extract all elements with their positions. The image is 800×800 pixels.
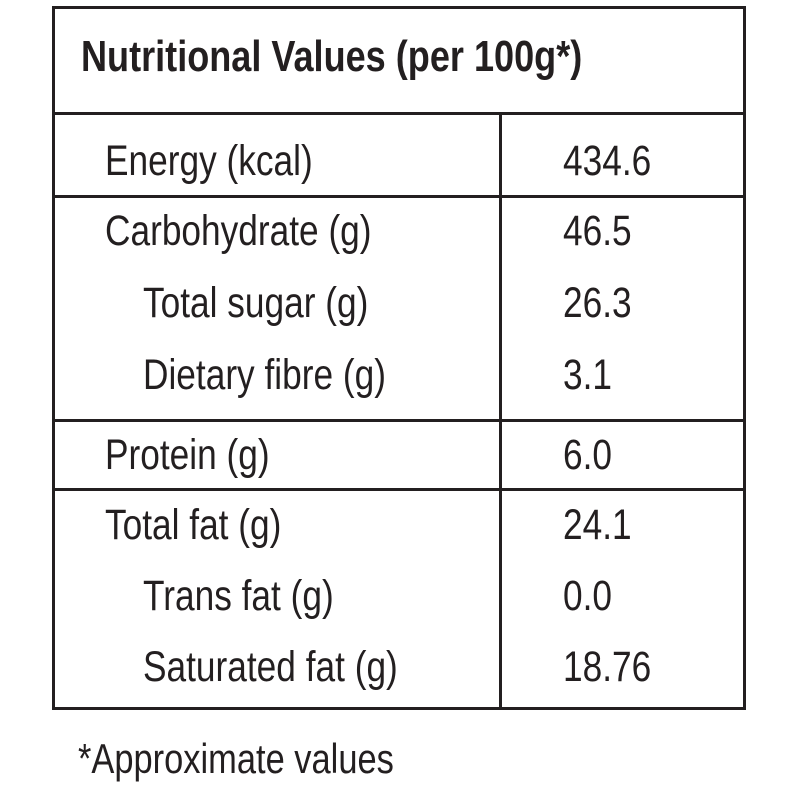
row-value-protein: 6.0: [563, 431, 613, 479]
row-label-carbohydrate: Carbohydrate (g): [105, 207, 372, 255]
row-label-total-fat: Total fat (g): [105, 501, 282, 549]
row-label-dietary-fibre: Dietary fibre (g): [143, 351, 386, 399]
row-value-dietary-fibre: 3.1: [563, 351, 613, 399]
row-label-total-sugar: Total sugar (g): [143, 279, 369, 327]
row-value-total-sugar: 26.3: [563, 279, 632, 327]
row-divider-protein: [55, 488, 743, 491]
column-divider: [499, 112, 502, 707]
row-value-carbohydrate: 46.5: [563, 207, 632, 255]
table-header: Nutritional Values (per 100g*): [55, 9, 743, 115]
row-value-trans-fat: 0.0: [563, 572, 613, 620]
row-divider-carbohydrate: [55, 419, 743, 422]
row-value-saturated-fat: 18.76: [563, 643, 652, 691]
nutrition-table: Nutritional Values (per 100g*) Energy (k…: [52, 6, 746, 710]
row-value-total-fat: 24.1: [563, 501, 632, 549]
row-label-trans-fat: Trans fat (g): [143, 572, 334, 620]
row-value-energy: 434.6: [563, 137, 652, 185]
row-label-saturated-fat: Saturated fat (g): [143, 643, 398, 691]
row-divider-energy: [55, 195, 743, 198]
row-label-energy: Energy (kcal): [105, 137, 313, 185]
table-title: Nutritional Values (per 100g*): [81, 32, 583, 81]
footnote: *Approximate values: [78, 735, 394, 782]
row-label-protein: Protein (g): [105, 431, 270, 479]
